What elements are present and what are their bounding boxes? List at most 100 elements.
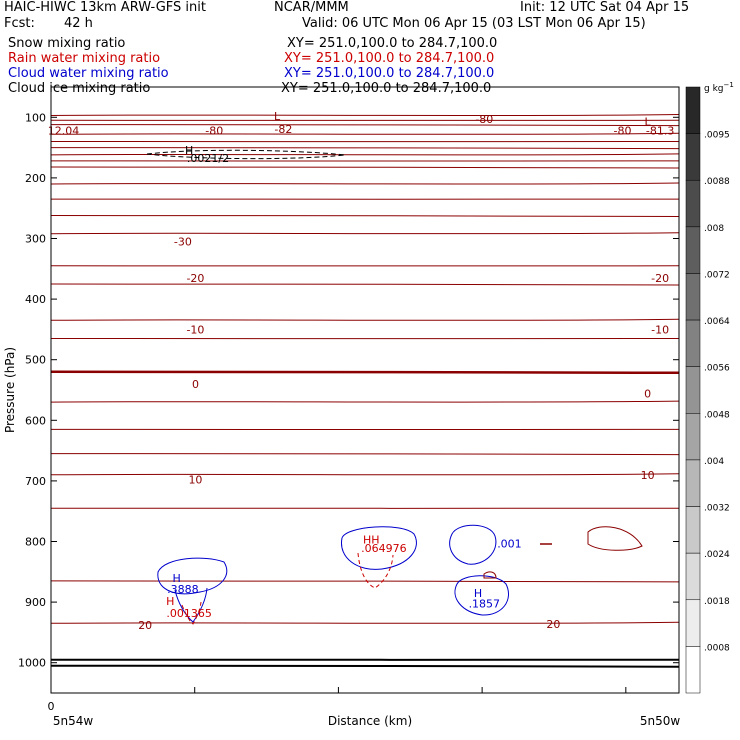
isotherm-line (50, 114, 680, 117)
isotherm-line (50, 318, 680, 321)
colorbar-swatch (685, 646, 701, 694)
rain-contour (357, 552, 394, 589)
colorbar-swatch (685, 413, 701, 461)
colorbar-tick-label: .0018 (704, 597, 730, 607)
cloud-water-contour (449, 524, 497, 565)
x-right-label: 5n50w (640, 714, 681, 728)
y-tick-label: 400 (25, 293, 46, 306)
isotherm-line (50, 370, 680, 375)
extremum-label: .1857 (469, 597, 501, 610)
rain-contour (181, 601, 202, 625)
snow-contour (146, 149, 346, 160)
colorbar-tick-label: .008 (704, 224, 724, 234)
x-left-label: 5n54w (53, 714, 94, 728)
extremum-label: H (166, 595, 174, 608)
header-valid: Valid: 06 UTC Mon 06 Apr 15 (03 LST Mon … (302, 16, 646, 31)
isotherm-line (50, 132, 680, 135)
header-title: HAIC-HIWC 13km ARW-GFS init (4, 0, 206, 15)
colorbar-tick-label: .0064 (704, 317, 730, 327)
header-fcst-label: Fcst: (4, 16, 35, 31)
isotherm-line (50, 658, 680, 662)
temperature-label: -20 (186, 272, 204, 285)
plot-frame (50, 86, 680, 694)
extremum-label: L (645, 116, 652, 129)
isotherm-line (50, 214, 680, 218)
colorbar-swatch (685, 273, 701, 321)
isotherm-line (50, 264, 680, 267)
isotherm-line (50, 507, 680, 510)
isotherm-line (50, 140, 680, 143)
temperature-label: 10 (641, 469, 655, 482)
isotherm-line (50, 198, 680, 201)
isotherm-line (50, 400, 680, 403)
isotherm-line (50, 146, 680, 150)
isotherm-line (50, 283, 680, 286)
extremum-label: .3888 (167, 583, 199, 596)
extremum-label: .064976 (361, 542, 407, 555)
colorbar-tick-label: .0024 (704, 550, 730, 560)
field-label-rain: Rain water mixing ratio (8, 51, 161, 66)
isotherm-line (50, 337, 680, 340)
colorbar-unit: g kg−1 (704, 81, 734, 94)
temperature-contour (587, 526, 643, 551)
y-tick-label: 900 (25, 596, 46, 609)
temperature-label: -20 (651, 272, 669, 285)
colorbar-swatch (685, 366, 701, 414)
header-org: NCAR/MMM (274, 0, 349, 15)
isotherm-line (50, 123, 680, 127)
isotherm-line (50, 579, 680, 583)
x-tick-zero: 0 (48, 700, 55, 713)
colorbar-swatch (685, 459, 701, 507)
colorbar-swatch (685, 86, 701, 134)
field-xy-snow: XY= 251.0,100.0 to 284.7,100.0 (287, 36, 498, 51)
extremum-label: .001365 (166, 607, 212, 620)
temperature-label: -10 (651, 323, 669, 336)
temperature-label: 0 (644, 388, 651, 401)
colorbar-swatch (685, 552, 701, 601)
temperature-contour (483, 571, 497, 579)
temperature-label: -80 (205, 125, 223, 138)
field-label-snow: Snow mixing ratio (8, 36, 126, 51)
field-label-cloud-water: Cloud water mixing ratio (8, 66, 169, 81)
y-tick-label: 200 (25, 172, 46, 185)
y-tick-label: 800 (25, 536, 46, 549)
temperature-label: 10 (188, 474, 202, 487)
temperature-label: 12.04 (48, 125, 80, 138)
colorbar-swatch (685, 179, 701, 228)
y-tick-label: 100 (25, 111, 46, 124)
temperature-label: 0 (192, 378, 199, 391)
isotherm-line (50, 452, 680, 456)
isotherm-line (50, 153, 680, 156)
temperature-label: -80 (613, 125, 631, 138)
colorbar-tick-label: .0095 (704, 131, 730, 141)
y-axis-label: Pressure (hPa) (3, 347, 17, 433)
colorbar-swatch (685, 133, 701, 181)
y-tick-label: 1000 (18, 657, 46, 670)
isotherm-line (50, 621, 680, 624)
colorbar-swatch (685, 599, 701, 647)
field-xy-cloud-water: XY= 251.0,100.0 to 284.7,100.0 (284, 66, 495, 81)
cloud-water-contour (341, 526, 417, 570)
extremum-label: H (185, 144, 193, 157)
extremum-label: .0021/2 (187, 152, 229, 165)
temperature-label: -80 (475, 113, 493, 126)
x-axis-label: Distance (km) (328, 714, 412, 728)
colorbar-tick-label: .0072 (704, 270, 730, 280)
field-xy-rain: XY= 251.0,100.0 to 284.7,100.0 (284, 51, 495, 66)
colorbar-swatch (685, 226, 701, 274)
y-tick-label: 600 (25, 414, 46, 427)
colorbar-tick-label: .0048 (704, 410, 730, 420)
cloud-water-contour (157, 557, 228, 595)
isotherm-line (50, 428, 680, 431)
colorbar-swatch (685, 319, 701, 367)
isotherm-line (50, 159, 680, 162)
colorbar-tick-label: .0056 (704, 364, 730, 374)
cloud-water-contour (174, 587, 208, 623)
temperature-label: -30 (174, 236, 192, 249)
temperature-label: 20 (546, 618, 560, 631)
temperature-label: -82 (274, 123, 292, 136)
isotherm-line (50, 473, 680, 476)
temperature-label: -81.3 (646, 125, 674, 138)
